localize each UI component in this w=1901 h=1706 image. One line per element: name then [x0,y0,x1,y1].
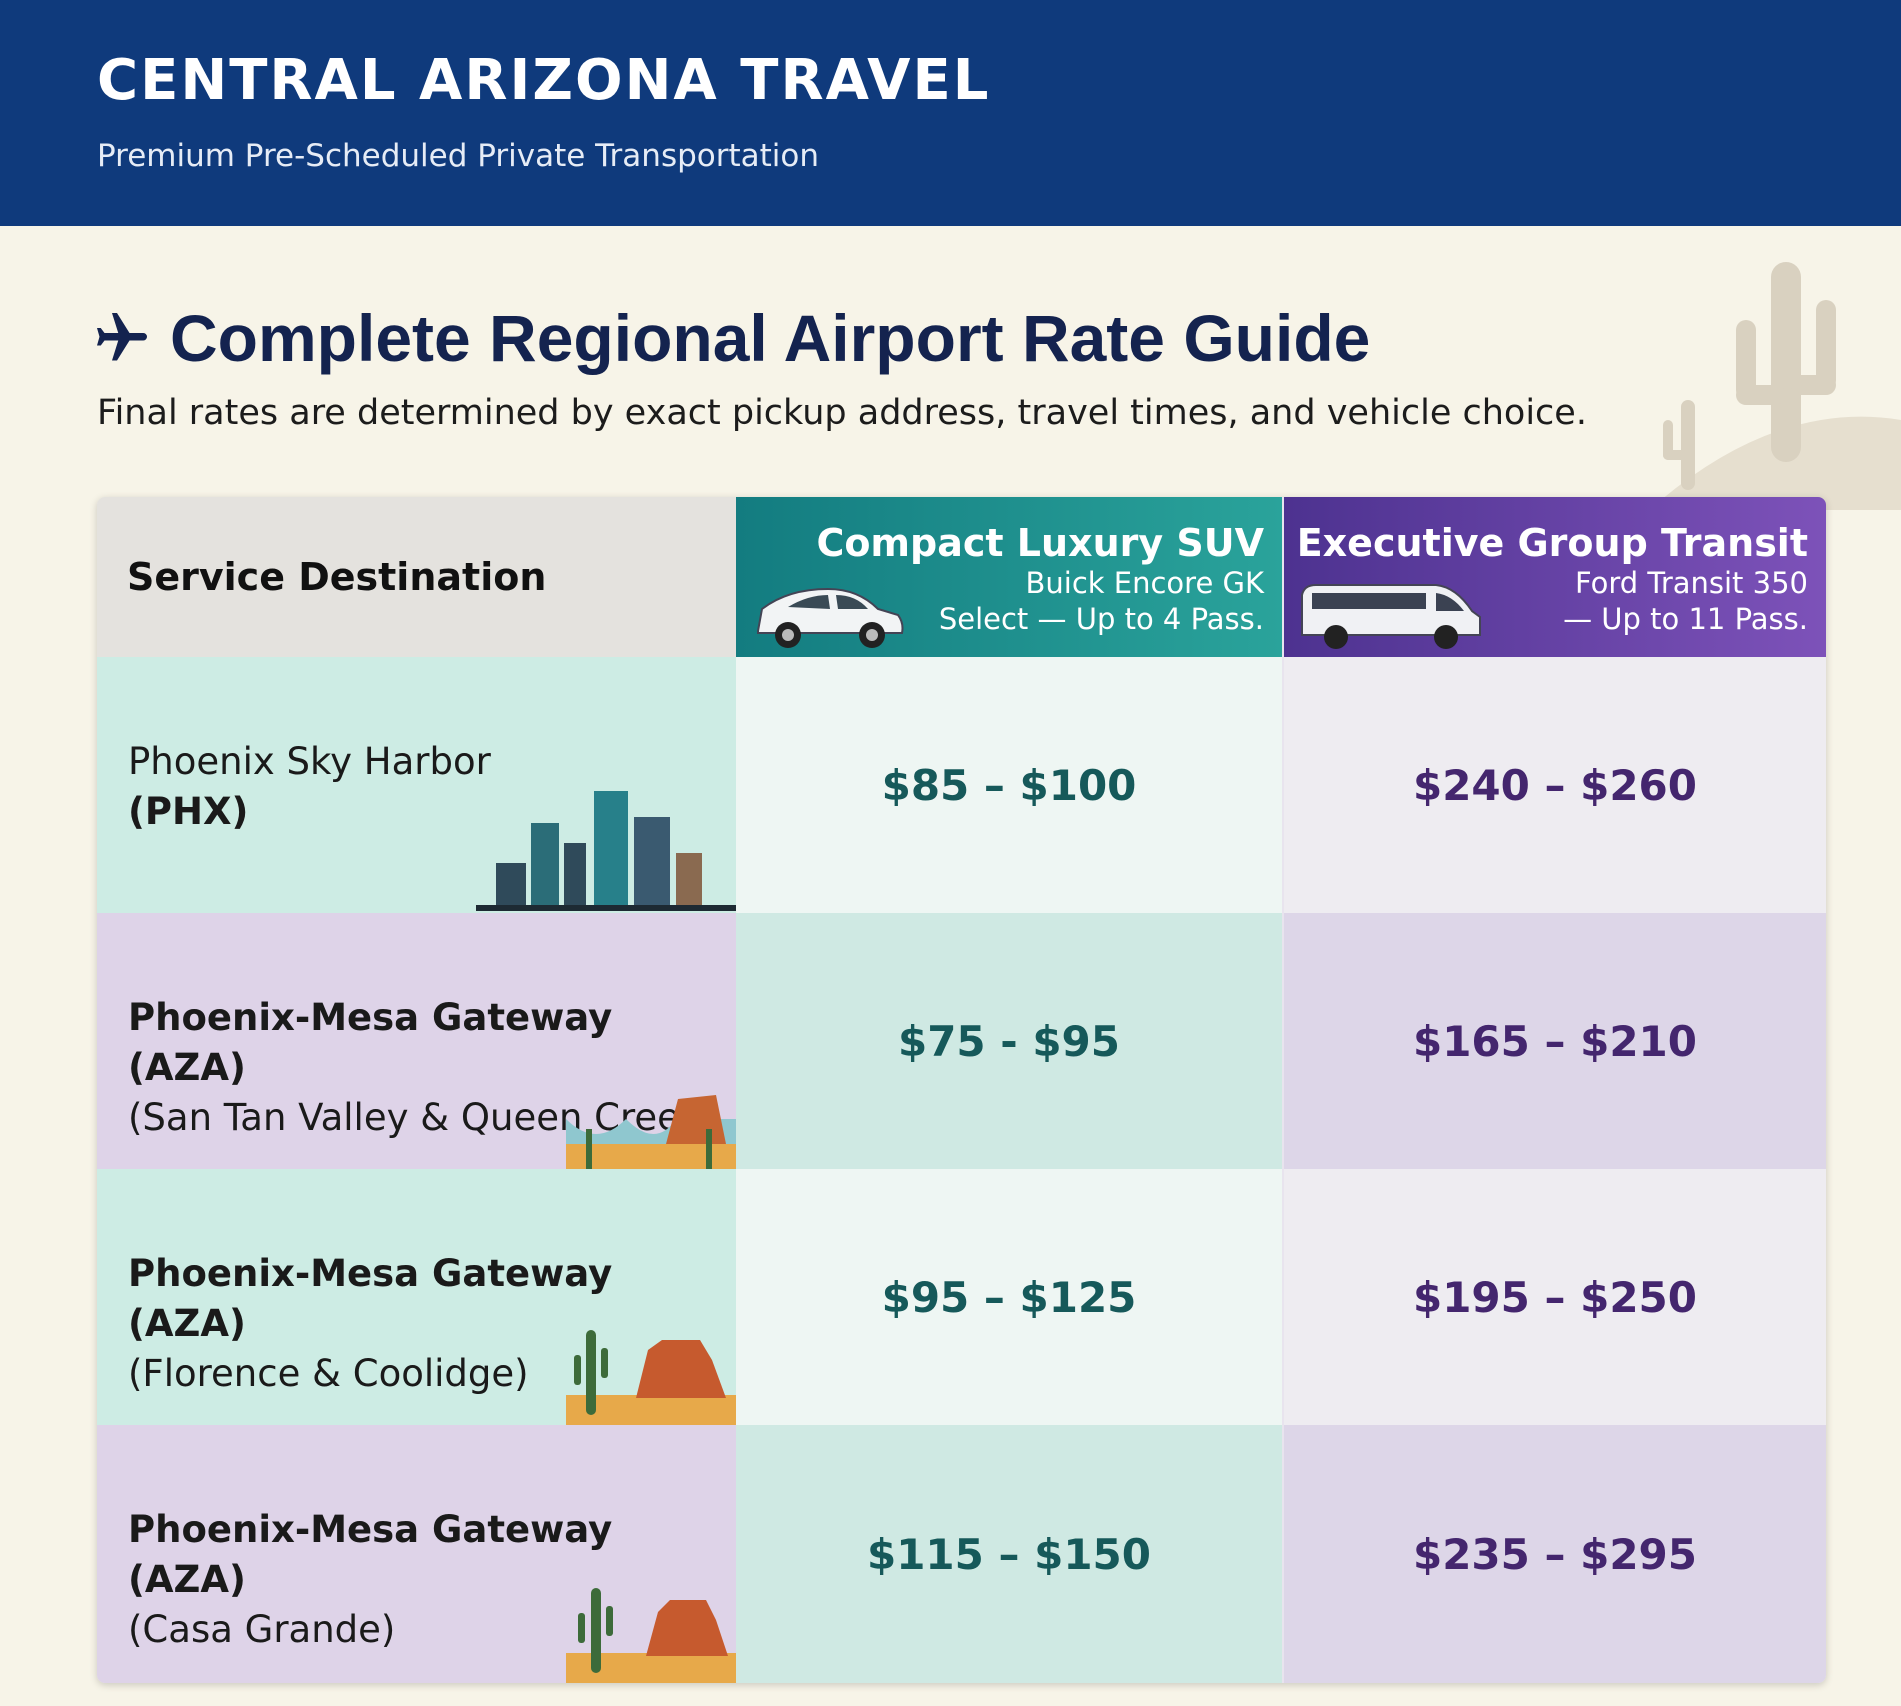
rate-table: Service Destination Compact Luxury SUV B… [97,497,1826,1683]
column-line: — Up to 11 Pass. [1563,602,1808,636]
price-cell: $235 – $295 [1282,1425,1826,1683]
price-cell: $95 – $125 [736,1169,1282,1425]
price-cell: $240 – $260 [1282,657,1826,913]
section-heading: Complete Regional Airport Rate Guide [92,300,1370,376]
suv-icon [757,587,904,648]
column-title: Compact Luxury SUV [816,521,1264,565]
corner-header: Service Destination [97,497,736,657]
cactus-decoration [1641,262,1901,510]
destination-name: Phoenix-Mesa Gateway (AZA) [128,1508,613,1601]
destination-cell: Phoenix-Mesa Gateway (AZA) (San Tan Vall… [97,913,736,1169]
price-cell: $85 – $100 [736,657,1282,913]
brand-title: CENTRAL ARIZONA TRAVEL [97,48,991,113]
header: CENTRAL ARIZONA TRAVEL Premium Pre-Sched… [0,0,1901,226]
desert-icon [566,1330,736,1425]
destination-detail: (Casa Grande) [128,1608,396,1651]
column-header: Executive Group Transit Ford Transit 350… [1282,497,1826,657]
column-line: Select — Up to 4 Pass. [938,602,1264,636]
destination-name: Phoenix Sky Harbor [128,740,491,783]
section-subtitle: Final rates are determined by exact pick… [97,393,1587,433]
price-cell: $115 – $150 [736,1425,1282,1683]
skyline-icon [476,791,736,911]
destination-name: Phoenix-Mesa Gateway (AZA) [128,1252,613,1345]
van-icon [1301,584,1481,649]
column-line: Buick Encore GK [1025,566,1264,600]
column-header: Compact Luxury SUV Buick Encore GK Selec… [736,497,1282,657]
price-cell: $195 – $250 [1282,1169,1826,1425]
destination-detail: (Florence & Coolidge) [128,1352,529,1395]
destination-cell: Phoenix-Mesa Gateway (AZA) (Florence & C… [97,1169,736,1425]
section-title: Complete Regional Airport Rate Guide [170,301,1371,375]
column-title: Executive Group Transit [1296,521,1808,565]
plane-icon [97,313,147,361]
destination-cell: Phoenix Sky Harbor (PHX) [97,657,736,913]
destination-name: Phoenix-Mesa Gateway (AZA) [128,996,613,1089]
price-cell: $165 – $210 [1282,913,1826,1169]
desert-icon [566,1588,736,1683]
brand-subtitle: Premium Pre-Scheduled Private Transporta… [97,138,820,174]
column-line: Ford Transit 350 [1574,566,1808,600]
price-cell: $75 - $95 [736,913,1282,1169]
destination-detail: (PHX) [128,790,249,833]
destination-cell: Phoenix-Mesa Gateway (AZA) (Casa Grande) [97,1425,736,1683]
desert-icon [566,1095,736,1169]
